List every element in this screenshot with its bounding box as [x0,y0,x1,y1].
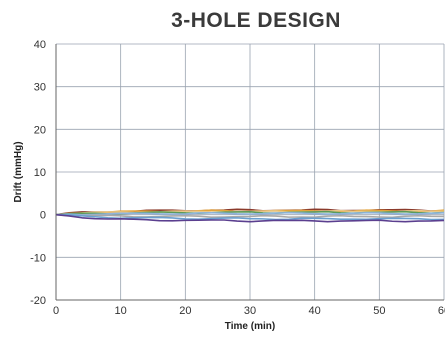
x-tick-label: 10 [115,305,127,317]
series-line-8 [55,213,445,223]
series-line-5 [55,211,445,216]
x-tick-label: 50 [373,305,385,317]
x-tick-label: 40 [309,305,321,317]
x-axis-title: Time (min) [225,321,275,332]
y-tick-label: 0 [40,210,46,222]
y-tick-label: 30 [34,82,46,94]
x-tick-label: 60 [438,305,445,317]
series-lines [55,208,445,223]
y-tick-label: 20 [34,124,46,136]
x-tick-labels: 0 10 20 30 40 50 60 [53,305,445,317]
x-tick-label: 20 [179,305,191,317]
x-tick-label: 30 [244,305,256,317]
y-tick-labels: -20 -10 0 10 20 30 40 [30,39,46,307]
grid-lines [55,43,445,301]
series-line-6 [55,213,445,219]
y-tick-label: -20 [30,295,46,307]
x-tick-label: 0 [53,305,59,317]
chart-title: 3-HOLE DESIGN [171,9,341,32]
axes [55,44,444,301]
y-tick-label: -10 [30,252,46,264]
y-tick-label: 10 [34,167,46,179]
y-tick-label: 40 [34,39,46,51]
y-axis-title: Drift (mmHg) [13,141,24,202]
